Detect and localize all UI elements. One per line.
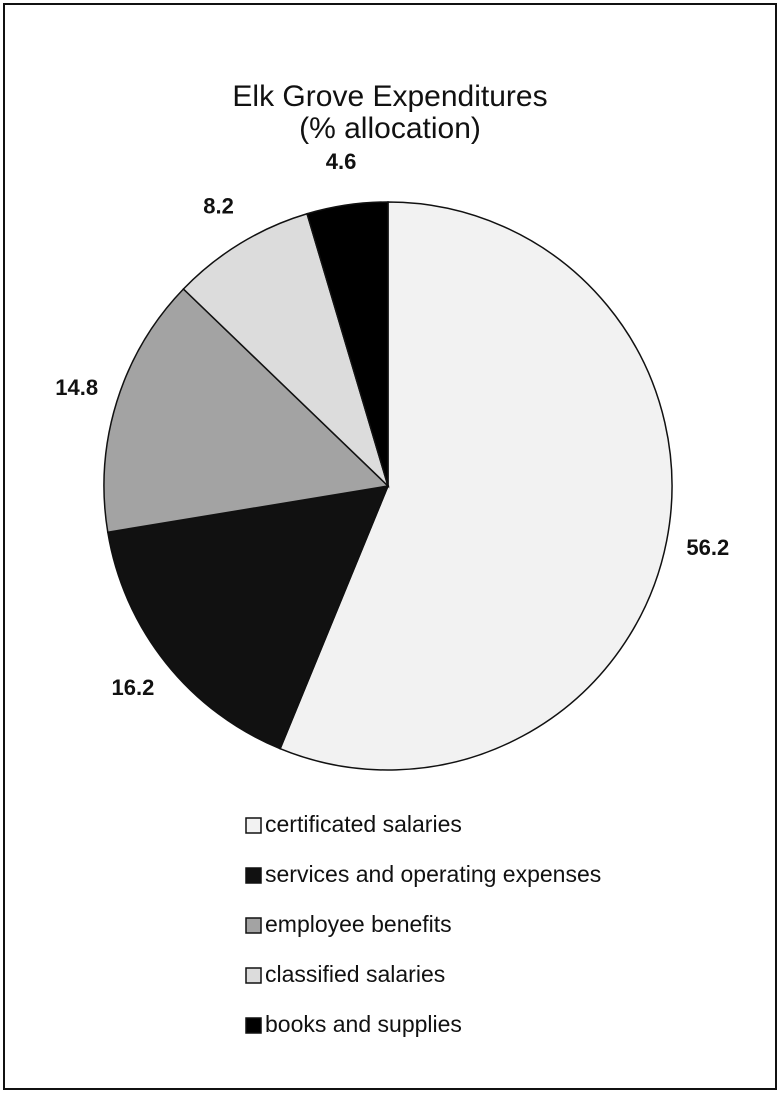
legend-label: books and supplies (265, 1011, 462, 1037)
legend-swatch (245, 817, 262, 834)
legend-label: classified salaries (265, 961, 445, 987)
legend-swatch (245, 917, 262, 934)
legend-label: certificated salaries (265, 811, 462, 837)
chart-title: Elk Grove Expenditures (232, 80, 547, 113)
legend-swatch (245, 867, 262, 884)
legend-swatch (245, 967, 262, 984)
data-label: 8.2 (203, 193, 234, 218)
pie-slice (182, 212, 390, 489)
pie-slice (103, 287, 390, 534)
pie-slice (106, 485, 390, 750)
data-label: 14.8 (55, 375, 98, 400)
data-label: 16.2 (112, 675, 155, 700)
pie-slice (279, 201, 673, 771)
pie-slice (306, 201, 389, 487)
data-label: 56.2 (686, 535, 729, 560)
chart-subtitle: (% allocation) (299, 112, 481, 145)
legend-label: employee benefits (265, 911, 452, 937)
legend-swatch (245, 1017, 262, 1034)
legend-label: services and operating expenses (265, 861, 601, 887)
data-label: 4.6 (326, 149, 357, 174)
